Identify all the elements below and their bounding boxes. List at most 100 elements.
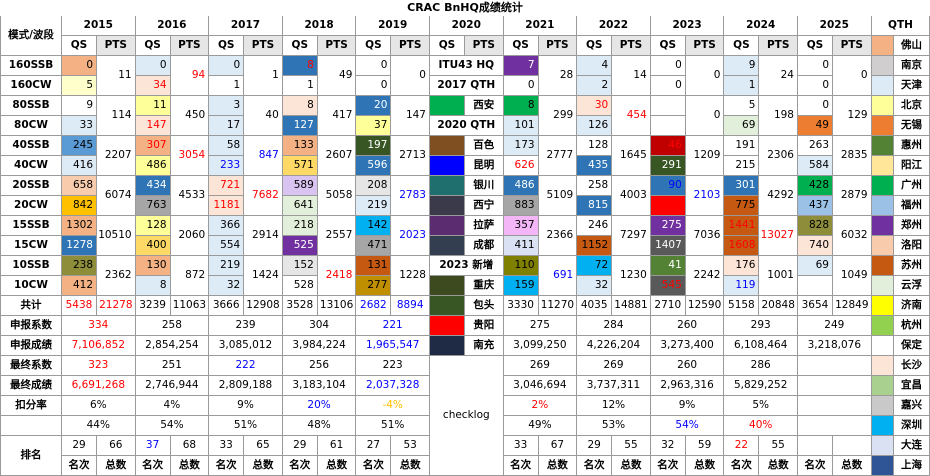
qs-cell: 8 — [135, 276, 171, 296]
summary-cell: 2,809,188 — [209, 376, 283, 396]
summary-cell: 48% — [282, 416, 357, 436]
qs-cell: 2 — [577, 76, 613, 96]
summary-cell: 3,273,400 — [650, 336, 725, 356]
qth-swatch — [872, 176, 894, 196]
summary-cell: 6% — [62, 396, 136, 416]
band-label: 40SSB — [0, 136, 62, 156]
qs-cell: 173 — [503, 136, 539, 156]
city-name: 成都 — [465, 236, 504, 256]
pts-cell: 1230 — [612, 256, 651, 296]
pts-cell: 49 — [317, 56, 357, 96]
qs-cell: 0 — [798, 56, 833, 76]
summary-cell: 249 — [798, 316, 872, 336]
summary-cell — [798, 396, 872, 416]
qs-cell: 69 — [724, 116, 760, 136]
qth-name: 佛山 — [894, 36, 930, 56]
year-header: 2017 — [209, 16, 283, 36]
summary-cell: 221 — [356, 316, 430, 336]
pts-cell: 14 — [612, 56, 651, 96]
qs-cell: 8 — [282, 96, 318, 116]
pts-cell: 7036 — [685, 216, 725, 256]
qs-cell: 596 — [356, 156, 392, 176]
summary-cell — [798, 376, 872, 396]
qs-cell: 307 — [135, 136, 171, 156]
rank-total: 68 — [170, 436, 210, 456]
band-label: 80SSB — [0, 96, 62, 116]
band-label: 20CW — [0, 196, 62, 216]
pts-cell: 0 — [685, 96, 725, 136]
pts-header: PTS — [244, 36, 283, 56]
band-label: 15CW — [0, 236, 62, 256]
city-name: 西宁 — [465, 196, 504, 216]
qs-cell: 263 — [798, 136, 833, 156]
pts-cell: 1049 — [833, 256, 872, 296]
qth-swatch — [872, 396, 894, 416]
pts-cell: 28 — [538, 56, 578, 96]
pts-cell: 2418 — [317, 256, 357, 296]
summary-cell: 3,046,694 — [503, 376, 578, 396]
qs-cell: 32 — [577, 276, 613, 296]
qth-name: 广州 — [894, 176, 930, 196]
pts-cell: 2023 — [391, 216, 430, 256]
rank-no-header: 名次 — [282, 456, 318, 476]
summary-cell: 5,829,252 — [724, 376, 798, 396]
summary-cell: 2,854,254 — [135, 336, 210, 356]
total-pts: 12908 — [244, 296, 283, 316]
total-qs: 4035 — [577, 296, 613, 316]
qs-cell: 219 — [209, 256, 245, 276]
qs-cell: 32 — [209, 276, 245, 296]
pts-cell: 4003 — [612, 176, 651, 216]
qs-cell: 4 — [577, 56, 613, 76]
rank-total-header: 总数 — [612, 456, 651, 476]
pts-cell: 10510 — [97, 216, 136, 256]
pts-cell: 847 — [244, 136, 283, 176]
city-swatch — [430, 236, 465, 256]
rank-no: 29 — [282, 436, 318, 456]
city-swatch — [430, 176, 465, 196]
rank-total-header: 总数 — [244, 456, 283, 476]
pts-cell: 147 — [391, 96, 430, 136]
pts-cell: 129 — [833, 96, 872, 136]
qth-name: 嘉兴 — [894, 396, 930, 416]
section-label: 2020 QTH — [430, 116, 504, 136]
rank-no: 37 — [135, 436, 171, 456]
qth-name: 保定 — [894, 336, 930, 356]
qth-swatch — [872, 356, 894, 376]
qs-cell: 152 — [282, 256, 318, 276]
year-header: 2022 — [577, 16, 651, 36]
summary-cell: 9% — [650, 396, 725, 416]
rank-total: 53 — [391, 436, 430, 456]
pts-header: PTS — [612, 36, 651, 56]
rank-no: 29 — [577, 436, 613, 456]
city-name: 西安 — [465, 96, 504, 116]
city-name: 南充 — [465, 336, 504, 356]
qs-cell — [798, 276, 833, 296]
qs-cell: 435 — [577, 156, 613, 176]
pts-cell: 3054 — [170, 136, 210, 176]
band-label: 10SSB — [0, 256, 62, 276]
qs-cell: 0 — [356, 76, 392, 96]
city-name: 拉萨 — [465, 216, 504, 236]
rank-no-header: 名次 — [798, 456, 833, 476]
qth-name: 惠州 — [894, 136, 930, 156]
qs-cell: 245 — [62, 136, 97, 156]
qth-name: 无锡 — [894, 116, 930, 136]
qs-cell: 721 — [209, 176, 245, 196]
summary-label: 共计 — [0, 296, 62, 316]
rank-no: 32 — [650, 436, 686, 456]
pts-cell: 2306 — [759, 136, 798, 176]
qs-cell: 126 — [577, 116, 613, 136]
rank-no-header: 名次 — [724, 456, 760, 476]
qth-name: 大连 — [894, 436, 930, 456]
pts-cell: 450 — [170, 96, 210, 136]
qth-swatch — [872, 156, 894, 176]
qs-cell: 658 — [62, 176, 97, 196]
band-label: 10CW — [0, 276, 62, 296]
rank-label: 排名 — [0, 436, 62, 476]
qs-cell: 0 — [503, 76, 539, 96]
qs-cell: 641 — [282, 196, 318, 216]
mode-band-header: 模式/波段 — [0, 16, 62, 56]
qs-cell: 528 — [282, 276, 318, 296]
pts-cell: 691 — [538, 256, 578, 296]
qs-cell: 11 — [135, 96, 171, 116]
